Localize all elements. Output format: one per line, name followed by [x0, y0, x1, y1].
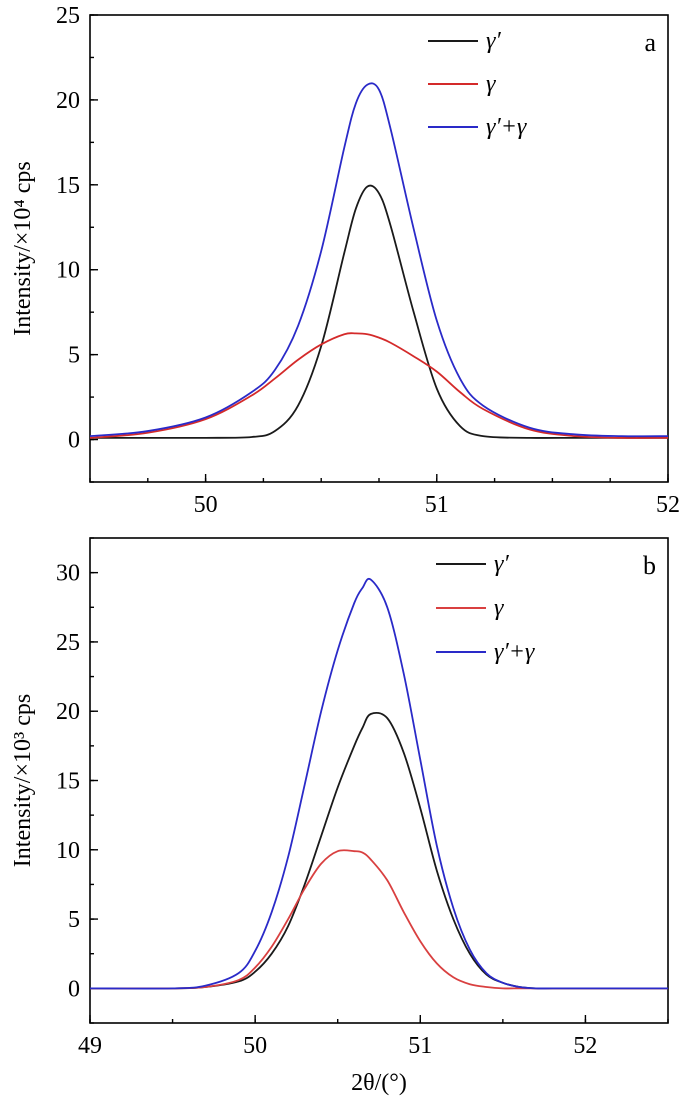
- series-line: [90, 849, 668, 990]
- x-tick-label: 50: [243, 1033, 267, 1059]
- x-tick-label: 51: [425, 492, 449, 518]
- legend-entry: γ′+γ: [486, 114, 527, 140]
- chart-panel-a: 50 51 52 0 5 10 15 20 25 Intensity/×10⁴ cps a γ′ γ γ′…: [10, 3, 680, 518]
- legend-entry: γ′: [494, 551, 509, 577]
- y-tick-label: 5: [68, 907, 80, 933]
- y-tick-label: 25: [56, 630, 80, 656]
- series-line: [90, 577, 668, 990]
- y-tick-label: 10: [56, 838, 80, 864]
- y-axis-label: Intensity/×10³ cps: [10, 694, 36, 867]
- chart-panel-b: 49 50 51 52 0 5 10 15 20 25 30 Intensity/×10³ cps b γ…: [10, 537, 669, 1059]
- x-tick-label: 50: [194, 492, 218, 518]
- plot-frame: [89, 14, 669, 483]
- x-tick-label: 49: [78, 1033, 102, 1059]
- panel-label: b: [643, 551, 656, 580]
- legend-entry: γ′: [486, 28, 501, 54]
- x-tick-label: 51: [408, 1033, 432, 1059]
- series-line: [90, 82, 668, 438]
- y-tick-label: 10: [56, 258, 80, 284]
- y-tick-label: 25: [56, 3, 80, 29]
- series-line: [90, 711, 668, 990]
- y-tick-label: 30: [56, 561, 80, 587]
- y-tick-label: 15: [56, 173, 80, 199]
- plot-frame: [89, 537, 669, 1024]
- y-axis-label: Intensity/×10⁴ cps: [10, 161, 36, 336]
- y-tick-label: 20: [56, 699, 80, 725]
- y-tick-label: 20: [56, 88, 80, 114]
- panel-label: a: [644, 28, 656, 57]
- y-tick-label: 0: [68, 976, 80, 1002]
- y-tick-label: 5: [68, 343, 80, 369]
- series-line: [90, 184, 668, 439]
- y-tick-label: 15: [56, 769, 80, 795]
- x-tick-label: 52: [573, 1033, 597, 1059]
- legend-entry: γ′+γ: [494, 639, 535, 665]
- x-axis-label: 2θ/(°): [351, 1070, 407, 1096]
- x-tick-label: 52: [656, 492, 680, 518]
- legend-entry: γ: [494, 595, 504, 621]
- y-tick-label: 0: [68, 428, 80, 454]
- legend-entry: γ: [486, 71, 496, 97]
- series-line: [90, 332, 668, 439]
